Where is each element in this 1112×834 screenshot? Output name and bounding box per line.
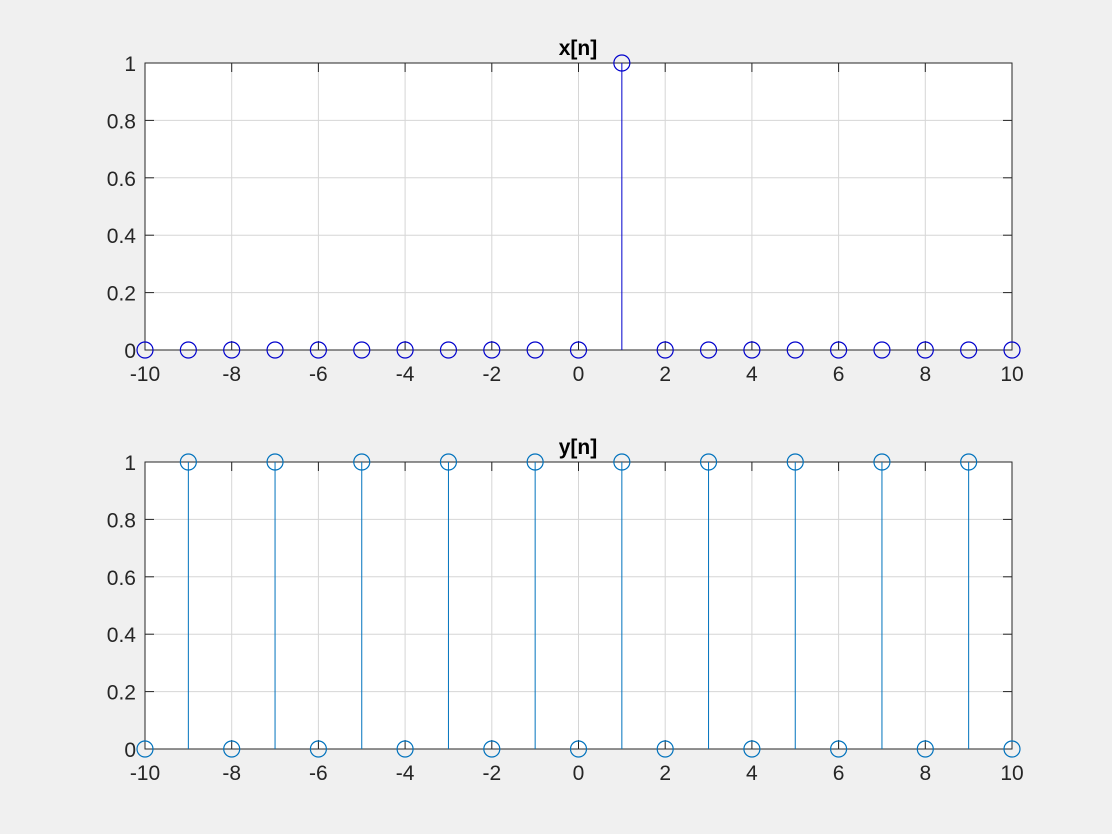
x-tick-label: 6 xyxy=(833,363,845,386)
y-tick-label: 0.4 xyxy=(107,624,137,647)
y-tick-label: 0.8 xyxy=(107,110,136,133)
stem-marker xyxy=(613,453,631,471)
x-tick-label: 10 xyxy=(1000,363,1023,386)
y-tick-label: 0 xyxy=(124,340,136,363)
stem-marker xyxy=(266,341,284,359)
stem-marker xyxy=(396,341,414,359)
stem-marker xyxy=(309,341,327,359)
y-tick-label: 1 xyxy=(124,452,136,475)
chart-title-y-n: y[n] xyxy=(559,436,598,459)
stem-marker xyxy=(873,341,891,359)
x-tick-label: -4 xyxy=(396,363,415,386)
stem-marker xyxy=(136,740,154,758)
x-tick-label: -6 xyxy=(309,363,328,386)
stem-marker xyxy=(353,453,371,471)
x-tick-label: -8 xyxy=(222,762,241,785)
stem-marker xyxy=(829,740,848,758)
x-tick-label: -8 xyxy=(222,363,241,386)
x-tick-label: -2 xyxy=(482,762,501,785)
stem-marker xyxy=(483,341,501,359)
stem-marker xyxy=(960,453,978,471)
x-tick-label: 10 xyxy=(1000,762,1023,785)
stem-marker xyxy=(136,341,154,359)
stem-marker xyxy=(699,453,718,471)
stem-marker xyxy=(873,453,891,471)
x-tick-label: 2 xyxy=(659,762,671,785)
stem-marker xyxy=(266,453,284,471)
stem-marker xyxy=(179,341,197,359)
y-tick-label: 1 xyxy=(124,53,136,76)
x-tick-label: 4 xyxy=(746,363,758,386)
stem-marker xyxy=(439,453,458,471)
stem-marker xyxy=(309,740,327,758)
x-tick-label: 0 xyxy=(573,762,585,785)
x-tick-label: 8 xyxy=(919,363,931,386)
stem-marker xyxy=(353,341,371,359)
x-tick-label: 2 xyxy=(659,363,671,386)
stem-marker xyxy=(656,740,674,758)
stem-marker xyxy=(179,453,197,471)
y-tick-label: 0.8 xyxy=(107,509,136,532)
y-tick-label: 0.6 xyxy=(107,168,136,191)
x-tick-label: 4 xyxy=(746,762,758,785)
stem-marker xyxy=(960,341,978,359)
axes-y-n: -10 -8 -6 -4 -2 0 2 4 6 8 10 0 0.2 0.4 0.6 0.8 1 y[n] xyxy=(107,436,1024,785)
stem-marker xyxy=(656,341,674,359)
stem-marker xyxy=(526,453,544,471)
stem-marker xyxy=(223,740,241,758)
x-tick-label: -10 xyxy=(130,363,160,386)
stem-marker xyxy=(1003,740,1021,758)
stem-marker xyxy=(786,341,804,359)
stem-marker xyxy=(786,453,804,471)
y-tick-label: 0.4 xyxy=(107,225,137,248)
y-tick-label: 0 xyxy=(124,739,136,762)
chart-title-x-n: x[n] xyxy=(559,37,598,60)
stem-marker xyxy=(916,341,934,359)
y-tick-label: 0.6 xyxy=(107,567,136,590)
stem-marker xyxy=(439,341,458,359)
stem-marker xyxy=(569,341,588,359)
stem-marker xyxy=(396,740,414,758)
stem-marker xyxy=(743,341,761,359)
stem-marker xyxy=(743,740,761,758)
x-tick-label: 0 xyxy=(573,363,585,386)
stem-marker xyxy=(223,341,241,359)
stem-marker xyxy=(829,341,848,359)
stem-marker xyxy=(483,740,501,758)
x-tick-label: -10 xyxy=(130,762,160,785)
y-tick-label: 0.2 xyxy=(107,283,136,306)
y-tick-label: 0.2 xyxy=(107,682,136,705)
x-tick-label: 6 xyxy=(833,762,845,785)
stem-marker xyxy=(699,341,718,359)
x-tick-label: -6 xyxy=(309,762,328,785)
x-tick-label: -2 xyxy=(482,363,501,386)
axes-x-n: -10 -8 -6 -4 -2 0 2 4 6 8 10 0 0.2 0.4 0.6 0.8 1 x[n] xyxy=(107,37,1024,386)
stem-marker xyxy=(526,341,544,359)
stem-marker xyxy=(613,54,631,72)
stem-marker xyxy=(916,740,934,758)
stem-marker xyxy=(1003,341,1021,359)
x-tick-label: -4 xyxy=(396,762,415,785)
x-tick-label: 8 xyxy=(919,762,931,785)
stem-marker xyxy=(569,740,588,758)
